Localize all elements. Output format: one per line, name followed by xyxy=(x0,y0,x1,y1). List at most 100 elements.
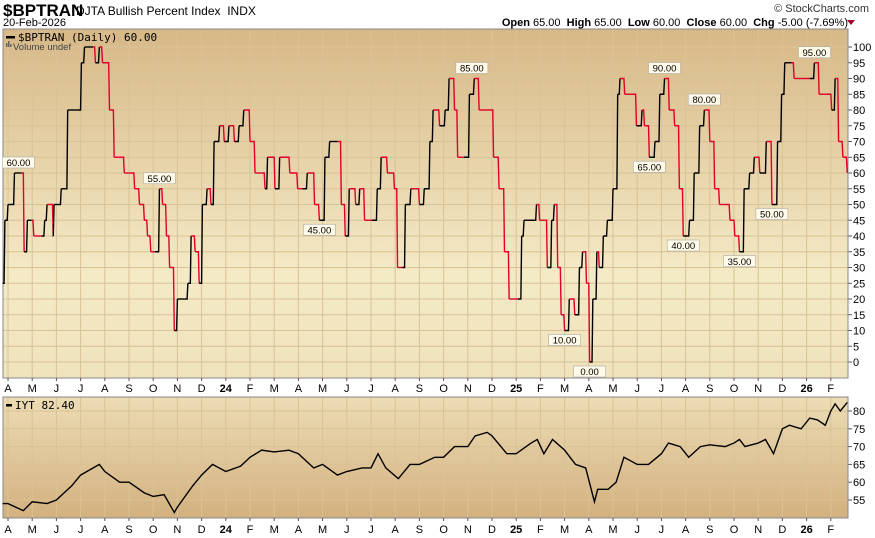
value-annotation: 35.00 xyxy=(728,257,752,268)
y-tick-label: 45 xyxy=(853,215,865,227)
value-annotation-box xyxy=(2,156,35,169)
x-tick-label: M xyxy=(270,524,279,536)
bptran-line-segment xyxy=(831,78,836,111)
bptran-line-segment xyxy=(314,203,321,221)
x-tick-label: J xyxy=(659,524,665,536)
bptran-line-segment xyxy=(569,298,576,315)
copyright[interactable]: © StockCharts.com xyxy=(774,3,869,15)
bptran-line-segment xyxy=(517,235,523,300)
bptran-line-segment xyxy=(99,46,104,63)
bptran-line-segment xyxy=(809,62,816,80)
bptran-line-segment xyxy=(574,267,581,316)
x-tick-label: J xyxy=(78,524,84,536)
bptran-line-segment xyxy=(371,188,378,221)
y-tick-label: 95 xyxy=(853,58,865,70)
bptran-line-segment xyxy=(642,109,646,126)
x-tick-label: O xyxy=(730,383,739,395)
x-tick-label: D xyxy=(488,524,496,536)
bptran-line-segment xyxy=(474,77,480,111)
value-annotation: 10.00 xyxy=(553,336,577,347)
bptran-line-segment xyxy=(592,251,598,300)
bptran-line-segment xyxy=(289,172,299,189)
bptran-line-segment xyxy=(228,125,236,142)
bptran-line-segment xyxy=(195,251,200,284)
bptran-line-segment xyxy=(410,188,421,205)
x-tick-label: J xyxy=(634,383,640,395)
bptran-line-segment xyxy=(454,109,459,158)
bptran-line-segment xyxy=(349,188,357,205)
x-tick-label: 24 xyxy=(220,383,233,395)
bptran-line-segment xyxy=(714,188,721,205)
value-annotation: 50.00 xyxy=(760,210,784,221)
bptran-line-segment xyxy=(842,156,848,174)
bptran-line-segment xyxy=(536,203,541,221)
x-tick-label: J xyxy=(368,383,374,395)
value-annotation-box xyxy=(632,160,666,173)
bptran-line-segment xyxy=(529,204,538,221)
x-tick-label: F xyxy=(247,524,254,536)
y-tick-label: 65 xyxy=(853,152,865,164)
index-name: DJTA Bullish Percent Index INDX xyxy=(76,4,256,18)
bptran-line-segment xyxy=(499,188,506,252)
x-tick-label: N xyxy=(173,524,181,536)
exchange: INDX xyxy=(227,4,256,18)
bptran-line-segment xyxy=(554,203,559,268)
bptran-line-segment xyxy=(187,235,192,284)
chg-label: Chg xyxy=(753,17,775,29)
bptran-line-segment xyxy=(2,220,6,284)
x-tick-label: A xyxy=(682,383,690,395)
bptran-line-segment xyxy=(307,172,316,205)
close-value: 60.00 xyxy=(719,17,748,29)
bptran-line-segment xyxy=(791,62,795,79)
x-tick-label: M xyxy=(608,383,617,395)
bptran-line-segment xyxy=(279,156,291,174)
value-annotation-box xyxy=(666,239,700,252)
bptran-line-segment xyxy=(579,251,584,269)
bptran-line-segment xyxy=(704,109,711,142)
bptran-line-segment xyxy=(781,62,786,95)
x-tick-label: A xyxy=(585,383,593,395)
bptran-line-segment xyxy=(93,46,97,63)
x-tick-label: S xyxy=(125,383,132,395)
bptran-line-segment xyxy=(134,188,141,205)
value-annotation: 55.00 xyxy=(148,174,172,185)
value-annotation: 0.00 xyxy=(580,367,599,378)
x-tick-label: 26 xyxy=(800,383,812,395)
bptran-line-segment xyxy=(838,140,844,158)
x-tick-label: O xyxy=(730,524,739,536)
bptran-line-segment xyxy=(214,125,221,143)
y-tick-label: 60 xyxy=(853,168,865,180)
bptran-line-segment xyxy=(744,172,751,190)
bptran-line-segment xyxy=(174,298,179,332)
x-tick-label: A xyxy=(101,524,109,536)
x-tick-label: M xyxy=(270,383,279,395)
bptran-line-segment xyxy=(489,109,495,158)
bptran-line-segment xyxy=(564,298,570,332)
y-tick-label: 40 xyxy=(853,231,865,243)
bptran-line-segment xyxy=(405,188,412,206)
x-tick-label: D xyxy=(488,383,496,395)
bptran-line-segment xyxy=(725,203,731,221)
bptran-line-segment xyxy=(749,157,755,174)
y-tick-label: 0 xyxy=(853,357,859,369)
x-tick-label: S xyxy=(416,524,423,536)
x-tick-label: J xyxy=(368,524,374,536)
y-tick-label: 65 xyxy=(853,459,865,471)
value-annotation-box xyxy=(455,62,489,74)
bptran-line-segment xyxy=(659,78,666,95)
bptran-line-segment xyxy=(649,141,656,158)
bptran-line-segment xyxy=(835,77,840,142)
bptran-line-segment xyxy=(166,235,171,268)
panel-1-border xyxy=(2,28,849,379)
bptran-line-segment xyxy=(582,251,588,284)
value-annotation-box xyxy=(548,334,581,346)
bptran-line-segment xyxy=(636,109,643,127)
bptran-line-segment xyxy=(561,314,566,331)
bptran-line-segment xyxy=(654,94,661,143)
y-tick-label: 75 xyxy=(853,121,865,133)
bptran-line-segment xyxy=(739,188,745,253)
bptran-line-segment xyxy=(302,172,308,190)
bptran-line-segment xyxy=(267,156,276,189)
